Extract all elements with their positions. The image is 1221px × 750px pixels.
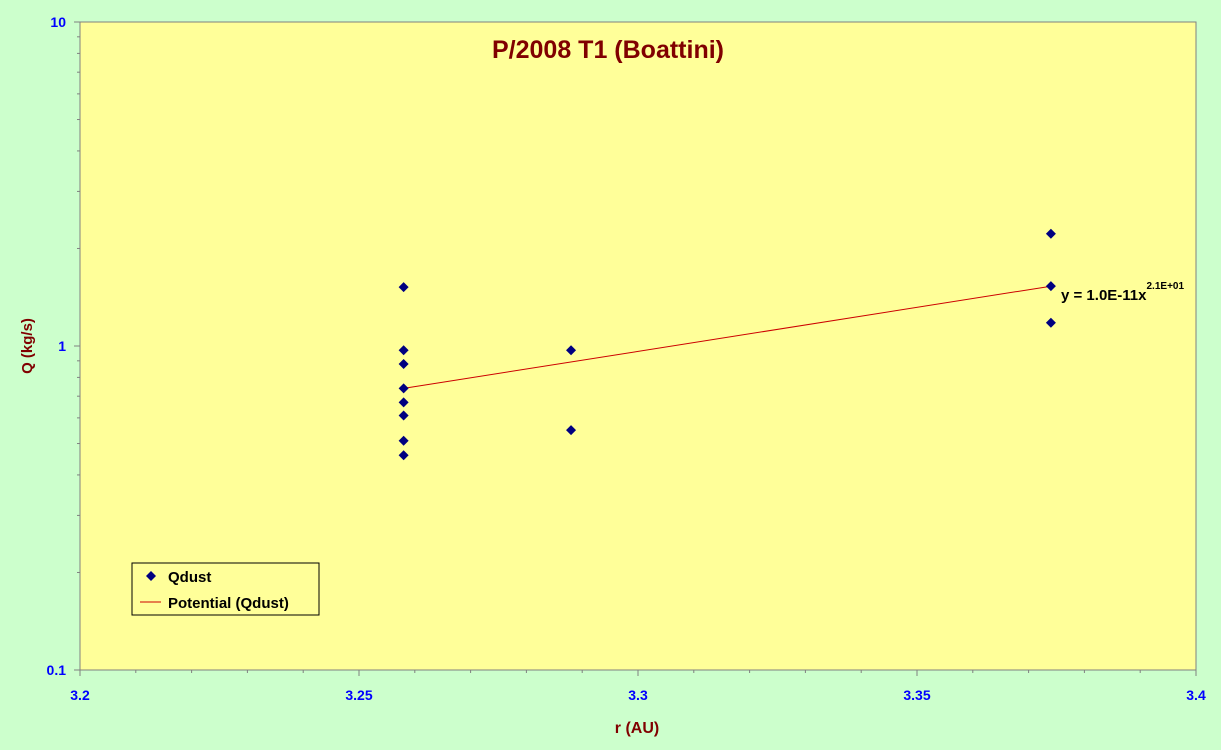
x-axis-label: r (AU) xyxy=(615,720,659,737)
y-axis-label: Q (kg/s) xyxy=(19,318,36,374)
x-tick-label: 3.2 xyxy=(70,687,90,703)
data-point xyxy=(398,450,409,461)
legend-box xyxy=(131,562,320,616)
y-axis: 0.1 1 10 xyxy=(47,14,80,678)
data-point xyxy=(566,345,577,356)
trendline-layer xyxy=(403,285,1051,389)
points-layer xyxy=(398,228,1056,461)
data-point xyxy=(1045,281,1056,292)
x-tick-label: 3.35 xyxy=(903,687,930,703)
x-axis: 3.2 3.25 3.3 3.35 3.4 xyxy=(70,670,1206,703)
data-point xyxy=(398,345,409,356)
legend-label-qdust: Qdust xyxy=(168,569,211,586)
equation-exponent: 2.1E+01 xyxy=(1147,281,1185,292)
data-point xyxy=(566,425,577,436)
legend-marker-qdust xyxy=(146,571,156,581)
data-point xyxy=(1045,228,1056,239)
x-tick-label: 3.3 xyxy=(628,687,648,703)
y-tick-label: 1 xyxy=(58,338,66,354)
plot-area xyxy=(79,21,1197,671)
data-point xyxy=(398,282,409,293)
data-point xyxy=(1045,317,1056,328)
chart-title: P/2008 T1 (Boattini) xyxy=(492,36,724,64)
equation-text: y = 1.0E-11x xyxy=(1061,287,1147,304)
data-point xyxy=(398,410,409,421)
data-point xyxy=(398,435,409,446)
x-tick-label: 3.25 xyxy=(345,687,372,703)
x-tick-label: 3.4 xyxy=(1186,687,1206,703)
trendline xyxy=(403,285,1051,389)
y-tick-label: 0.1 xyxy=(47,662,67,678)
data-point xyxy=(398,358,409,369)
data-point xyxy=(398,383,409,394)
legend: Qdust Potential (Qdust) xyxy=(131,562,320,616)
legend-label-trendline: Potential (Qdust) xyxy=(168,595,289,612)
data-point xyxy=(398,397,409,408)
trendline-equation: y = 1.0E-11x2.1E+01 xyxy=(1061,281,1184,304)
y-tick-label: 10 xyxy=(50,14,66,30)
